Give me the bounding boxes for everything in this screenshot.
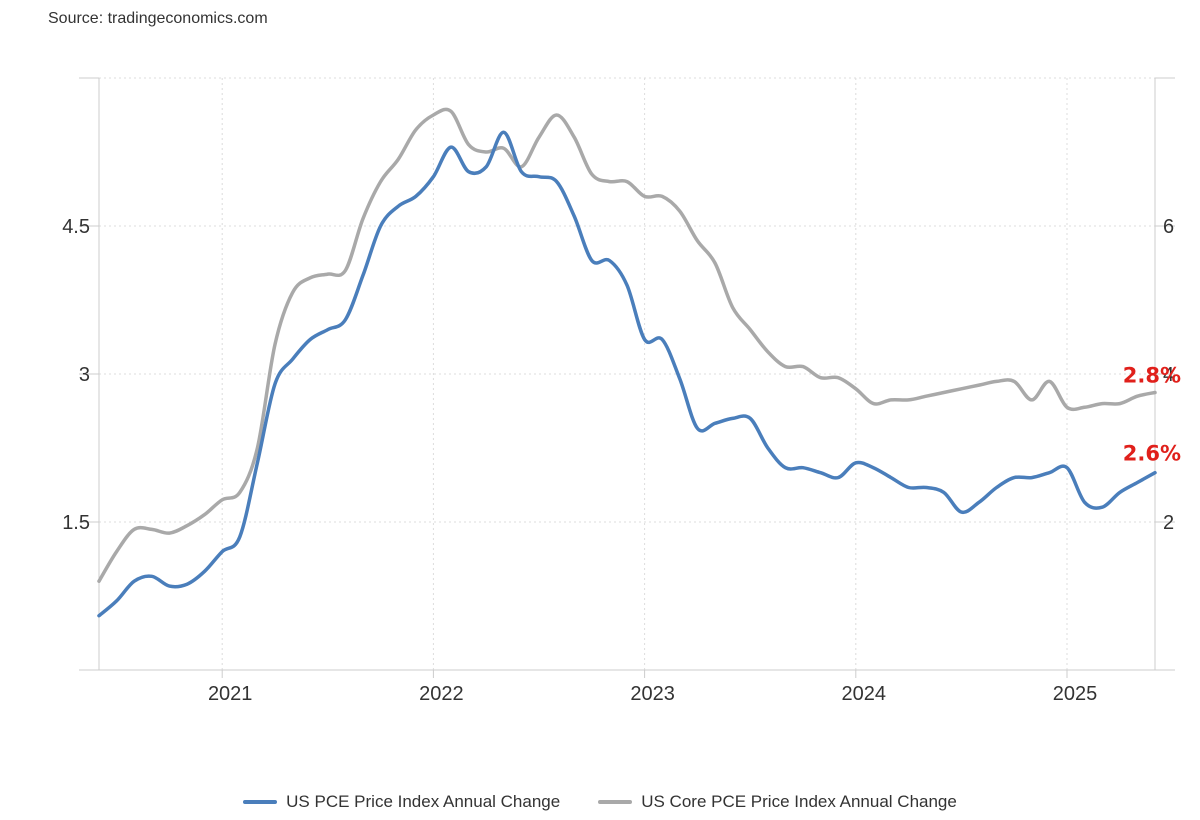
y-left-tick-label-4.5: 4.5 [62, 216, 90, 238]
axes [79, 77, 1175, 678]
y-right-tick-label-6: 6 [1163, 216, 1174, 238]
x-tick-label-2023: 2023 [630, 683, 675, 705]
series-layer [97, 107, 1157, 618]
end-label-pce: 2.6% [1123, 442, 1181, 466]
legend-label-pce: US PCE Price Index Annual Change [286, 792, 561, 811]
end-label-core-pce: 2.8% [1123, 364, 1181, 388]
legend: US PCE Price Index Annual Change US Core… [0, 792, 1200, 812]
y-left-tick-label-1.5: 1.5 [62, 512, 90, 534]
line-chart: 2021 2022 2023 2024 2025 1.5 3 4.5 2 4 6 2.8% 2.6% [62, 77, 1181, 705]
legend-swatch-core-pce [598, 800, 633, 804]
series-line-core-pce[interactable] [97, 107, 1157, 583]
x-tick-label-2025: 2025 [1053, 683, 1098, 705]
legend-label-core-pce: US Core PCE Price Index Annual Change [641, 792, 957, 811]
legend-item-core-pce[interactable]: US Core PCE Price Index Annual Change [598, 792, 957, 812]
legend-swatch-pce [243, 800, 278, 804]
y-right-tick-label-2: 2 [1163, 512, 1174, 534]
y-left-tick-label-3: 3 [79, 364, 90, 386]
series-line-pce[interactable] [97, 130, 1157, 618]
grid-lines [99, 77, 1155, 670]
x-tick-label-2022: 2022 [419, 683, 464, 705]
legend-item-pce[interactable]: US PCE Price Index Annual Change [243, 792, 560, 812]
x-tick-label-2021: 2021 [208, 683, 253, 705]
x-tick-label-2024: 2024 [842, 683, 887, 705]
y-right-tick-label-4: 4 [1163, 364, 1174, 386]
source-label: Source: tradingeconomics.com [48, 10, 268, 27]
tick-labels: 2021 2022 2023 2024 2025 1.5 3 4.5 2 4 6 2.8% 2.6% [62, 216, 1181, 705]
